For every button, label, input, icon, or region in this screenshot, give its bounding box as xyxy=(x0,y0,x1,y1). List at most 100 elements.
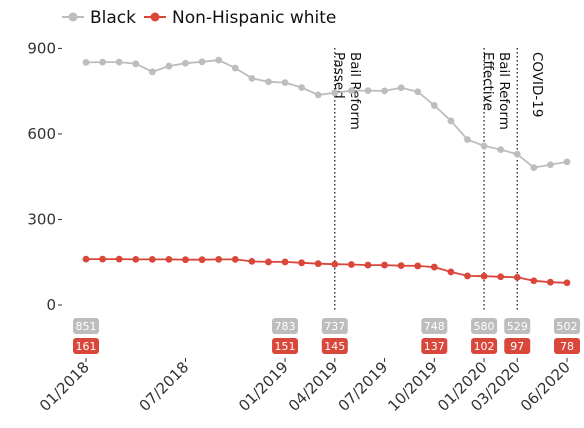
data-point xyxy=(563,279,571,287)
series xyxy=(82,56,571,287)
data-point xyxy=(381,261,388,269)
data-point xyxy=(82,58,90,66)
y-tick-label: 300 xyxy=(27,210,56,228)
data-point xyxy=(231,255,239,263)
data-label-box xyxy=(554,318,580,334)
data-label: 78 xyxy=(560,340,574,353)
data-point xyxy=(248,74,256,82)
data-point xyxy=(547,161,554,169)
data-point xyxy=(547,278,554,286)
data-label: 137 xyxy=(424,340,445,353)
legend: Black Non-Hispanic white xyxy=(62,8,336,28)
data-label-box xyxy=(73,338,99,354)
data-label: 580 xyxy=(474,320,495,333)
event-label: Bail Reform xyxy=(496,52,512,130)
data-point xyxy=(347,261,355,268)
data-point xyxy=(314,260,322,268)
data-point xyxy=(414,88,422,96)
data-label-box xyxy=(471,338,498,354)
data-label: 145 xyxy=(324,340,345,353)
x-tick-label: 04/2019 xyxy=(285,358,342,415)
x-tick-label: 01/2018 xyxy=(36,358,93,415)
data-point xyxy=(314,91,322,99)
x-tick-label: 07/2018 xyxy=(136,358,193,415)
data-labels: 851 161 783 151 737 145 748 137 580 102 529 97 502 78 xyxy=(73,318,580,354)
data-point xyxy=(198,58,206,66)
data-point xyxy=(364,87,372,95)
y-tick-label: 0 xyxy=(46,296,56,314)
data-label-box xyxy=(73,318,99,334)
data-point xyxy=(298,259,306,267)
data-label-box xyxy=(471,318,498,334)
data-label-box xyxy=(272,318,299,334)
data-point xyxy=(182,256,189,264)
data-point xyxy=(148,68,156,76)
data-point xyxy=(165,62,173,70)
data-point xyxy=(430,263,438,271)
data-label-box xyxy=(421,318,448,334)
data-point xyxy=(148,255,156,263)
data-point xyxy=(265,258,272,266)
data-point xyxy=(430,102,438,109)
data-point xyxy=(99,255,106,263)
data-point xyxy=(497,273,505,281)
data-point xyxy=(513,273,521,281)
data-point xyxy=(447,268,455,276)
data-point xyxy=(497,146,505,154)
data-point xyxy=(115,58,123,66)
data-point xyxy=(248,257,256,265)
x-axis: 01/2018 07/2018 01/201904/201907/201910/20… xyxy=(36,358,574,415)
data-point xyxy=(397,84,405,92)
data-point xyxy=(182,59,189,67)
data-point xyxy=(215,56,223,64)
data-point xyxy=(480,272,488,280)
data-point xyxy=(132,255,140,263)
data-label-box xyxy=(321,318,348,334)
data-label-box xyxy=(554,338,580,354)
data-point xyxy=(99,58,106,66)
x-tick-label: 06/2020 xyxy=(517,358,574,415)
data-point xyxy=(447,117,455,125)
event-label: COVID-19 xyxy=(529,52,545,117)
data-label: 737 xyxy=(324,320,345,333)
data-point xyxy=(265,78,272,86)
data-label-box xyxy=(421,338,448,354)
data-label: 161 xyxy=(76,340,97,353)
data-point xyxy=(530,277,538,285)
data-point xyxy=(331,89,339,97)
data-point xyxy=(165,255,173,263)
data-point xyxy=(347,87,355,95)
y-tick-label: 900 xyxy=(27,39,56,57)
x-tick-label: 10/2019 xyxy=(384,358,441,415)
data-label: 748 xyxy=(424,320,445,333)
legend-marker xyxy=(68,12,78,22)
data-point xyxy=(115,255,123,263)
data-point xyxy=(82,255,90,263)
data-label-box xyxy=(321,338,348,354)
data-point xyxy=(530,164,538,171)
data-point xyxy=(215,255,223,263)
data-point xyxy=(281,79,289,87)
data-point xyxy=(513,150,521,158)
data-point xyxy=(198,256,206,264)
y-axis: 03006009001,200 xyxy=(27,39,62,314)
data-point xyxy=(132,60,140,68)
data-point xyxy=(231,64,239,72)
data-point xyxy=(298,84,306,91)
x-tick-label: 07/2019 xyxy=(335,358,392,415)
event-label: Passed xyxy=(331,52,347,99)
data-label: 151 xyxy=(275,340,296,353)
data-label: 529 xyxy=(507,320,528,333)
data-point xyxy=(364,261,372,269)
y-tick-label: 600 xyxy=(27,125,56,143)
data-point xyxy=(331,260,339,268)
data-label-box xyxy=(504,318,531,334)
data-label: 97 xyxy=(510,340,524,353)
data-point xyxy=(480,142,488,150)
legend-label: Non-Hispanic white xyxy=(172,8,336,28)
event-label: Effective xyxy=(480,52,496,111)
legend-label: Black xyxy=(90,8,136,28)
x-tick-label: 01/2019 xyxy=(235,358,292,415)
